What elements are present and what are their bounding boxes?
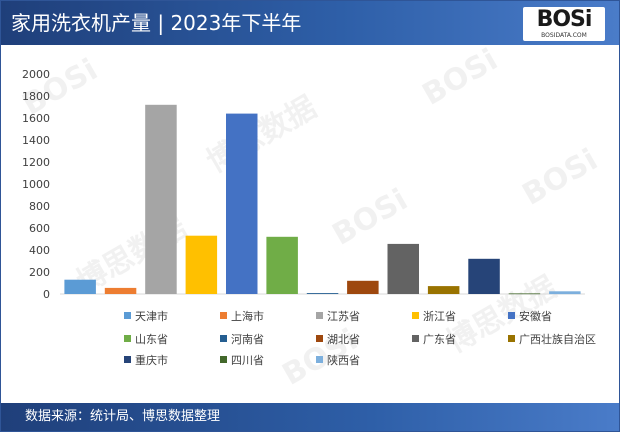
legend-swatch: [316, 356, 323, 363]
legend-label: 重庆市: [135, 353, 168, 367]
bar-8: [347, 280, 379, 294]
bar-13: [549, 291, 581, 295]
legend-swatch: [124, 335, 131, 342]
bar-4: [185, 235, 218, 294]
legend-swatch: [220, 335, 227, 342]
bar-12: [508, 293, 541, 295]
legend-swatch: [508, 335, 515, 342]
y-tick-label: 200: [29, 266, 50, 279]
legend-swatch: [220, 312, 227, 319]
y-tick-label: 1000: [22, 178, 50, 191]
y-tick-label: 800: [29, 200, 50, 213]
logo-text: BOSi: [536, 7, 593, 32]
logo-subtext: BOSIDATA.COM: [541, 32, 587, 39]
page-title: 家用洗衣机产量 | 2023年下半年: [11, 11, 302, 35]
bar-5: [226, 113, 258, 294]
y-tick-label: 600: [29, 222, 50, 235]
legend-swatch: [124, 312, 131, 319]
legend-label: 浙江省: [423, 310, 456, 323]
legend-label: 江苏省: [327, 310, 360, 323]
legend-label: 河南省: [231, 333, 264, 346]
bar-1: [64, 279, 96, 294]
bar-11: [468, 258, 500, 294]
legend-swatch: [124, 356, 131, 363]
legend-label: 上海市: [231, 309, 264, 323]
legend-label: 广东省: [423, 333, 456, 346]
legend-label: 陕西省: [327, 353, 360, 367]
bar-6: [266, 236, 298, 294]
y-tick-label: 2000: [22, 68, 50, 81]
header-bar: 家用洗衣机产量 | 2023年下半年 BOSi BOSIDATA.COM: [1, 1, 619, 45]
y-tick-label: 1200: [22, 156, 50, 169]
bar-2: [104, 287, 137, 294]
brand-logo: BOSi BOSIDATA.COM: [523, 7, 605, 41]
data-source-note: 数据来源：统计局、博思数据整理: [25, 409, 221, 424]
legend-label: 山东省: [135, 333, 168, 346]
legend-label: 广西壮族自治区: [519, 332, 596, 346]
y-tick-label: 0: [43, 288, 50, 301]
legend-label: 湖北省: [327, 333, 360, 346]
bars-group: [64, 104, 581, 295]
footer-bar: 数据来源：统计局、博思数据整理: [1, 403, 619, 431]
legend-swatch: [316, 335, 323, 342]
legend-swatch: [220, 356, 227, 363]
legend-swatch: [316, 312, 323, 319]
bar-9: [387, 243, 419, 294]
legend-label: 天津市: [135, 309, 168, 323]
legend-swatch: [412, 312, 419, 319]
y-tick-label: 1800: [22, 90, 50, 103]
y-tick-label: 1600: [22, 112, 50, 125]
legend-swatch: [412, 335, 419, 342]
legend-label: 安徽省: [519, 309, 552, 323]
y-tick-label: 1400: [22, 134, 50, 147]
bar-7: [306, 293, 339, 294]
y-axis: 0 200 400 600 800 1000 1200 1400 1600 1800 2000: [22, 68, 50, 301]
y-tick-label: 400: [29, 244, 50, 257]
legend-swatch: [508, 312, 515, 319]
bar-3: [145, 104, 177, 294]
legend-label: 四川省: [231, 354, 264, 367]
bar-10: [427, 286, 460, 294]
